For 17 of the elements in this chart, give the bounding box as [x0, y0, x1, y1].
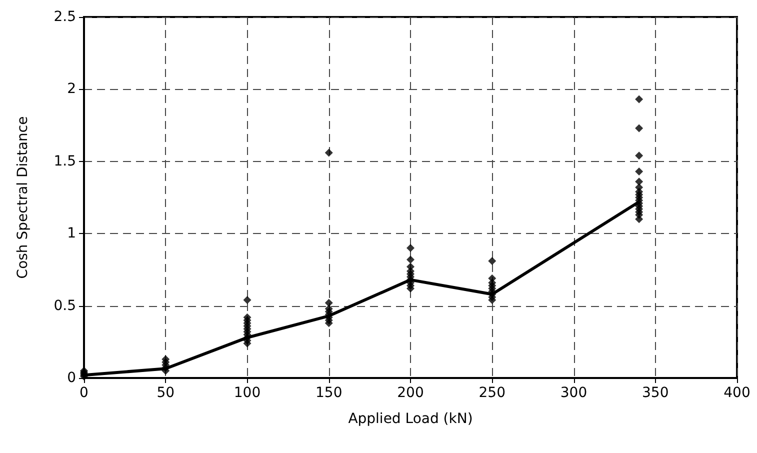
y-tick-label: 2 — [67, 81, 76, 98]
x-tick-label: 0 — [80, 385, 88, 401]
x-tick-label: 150 — [316, 385, 342, 401]
y-tick-label: 0 — [67, 370, 76, 386]
x-tick-label: 200 — [397, 385, 424, 401]
y-tick-label: 1.5 — [54, 153, 76, 170]
x-tick-label: 400 — [724, 385, 750, 401]
y-tick-label: 1 — [67, 226, 76, 242]
y-axis-title: Cosh Spectral Distance — [15, 116, 31, 279]
x-axis-title: Applied Load (kN) — [348, 411, 473, 427]
x-tick-label: 250 — [478, 385, 506, 401]
x-tick-label: 100 — [234, 385, 261, 401]
x-tick-label: 50 — [156, 385, 175, 401]
x-tick-label: 350 — [642, 385, 669, 401]
y-tick-label: 0.5 — [54, 298, 76, 314]
y-tick-label: 2.5 — [54, 9, 76, 25]
x-tick-label: 300 — [560, 385, 588, 401]
